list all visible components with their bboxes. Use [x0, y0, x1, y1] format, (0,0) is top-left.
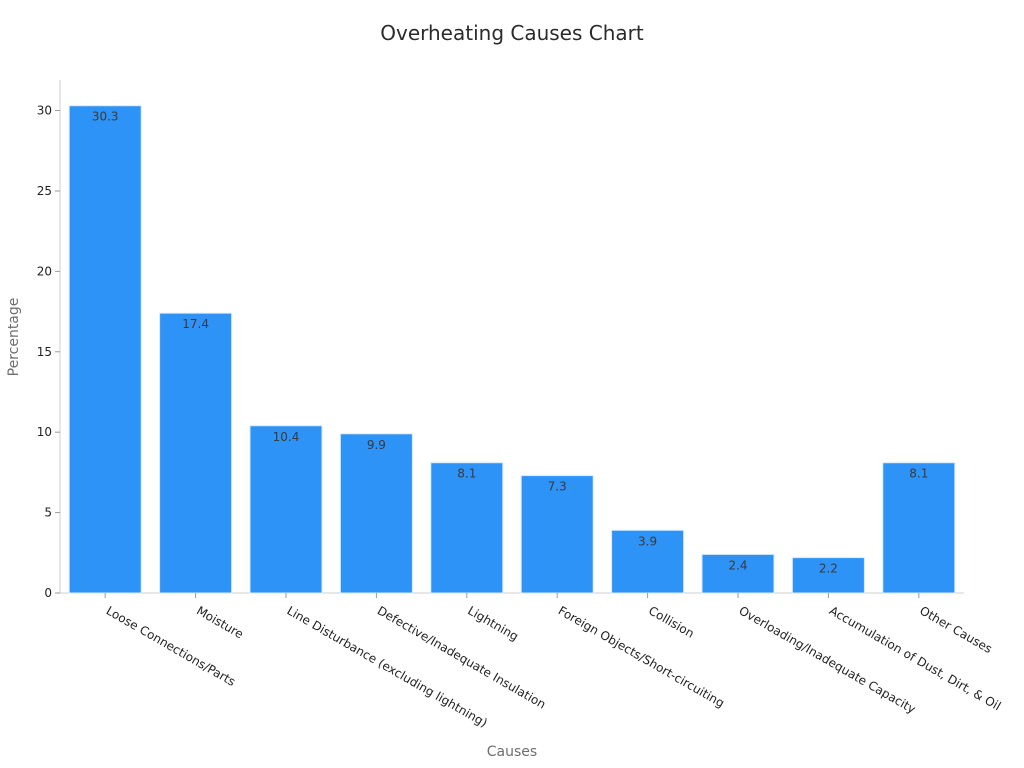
y-tick-label: 30	[37, 104, 52, 118]
bar-value-label: 7.3	[548, 480, 567, 494]
data-labels: 30.3 17.4 10.4 9.9 8.1 7.3 3.9 2.4 2.2 8.1	[92, 110, 929, 576]
bar	[159, 312, 233, 594]
bar	[520, 475, 594, 594]
y-axis-ticks: 0 5 10 15 20 25 30	[37, 104, 60, 600]
x-tick-label: Overloading/Inadequate Capacity	[737, 603, 919, 716]
bar-value-label: 30.3	[92, 110, 119, 124]
x-tick-label: Other Causes	[917, 603, 994, 656]
x-tick-label: Moisture	[194, 603, 246, 641]
y-tick-label: 25	[37, 184, 52, 198]
bar-value-label: 8.1	[909, 467, 928, 481]
y-axis-title: Percentage	[6, 298, 22, 377]
y-tick-label: 20	[37, 264, 52, 278]
bar-value-label: 8.1	[457, 467, 476, 481]
bar-value-label: 2.4	[728, 558, 747, 572]
x-tick-label: Collision	[646, 603, 697, 640]
x-axis-title: Causes	[487, 744, 537, 760]
x-tick-label: Lightning	[465, 603, 521, 643]
bar	[68, 105, 142, 594]
bar	[430, 462, 504, 594]
y-tick-label: 10	[37, 425, 52, 439]
bar-value-label: 3.9	[638, 534, 657, 548]
chart-title: Overheating Causes Chart	[380, 21, 644, 45]
bar-value-label: 2.2	[819, 562, 838, 576]
bar-value-label: 10.4	[273, 430, 300, 444]
x-tick-label: Defective/Inadequate Insulation	[375, 603, 548, 711]
bar-series	[68, 105, 956, 594]
y-tick-label: 5	[44, 506, 52, 520]
bar	[339, 433, 413, 594]
y-tick-label: 15	[37, 345, 52, 359]
bar	[249, 425, 323, 594]
x-tick-label: Accumulation of Dust, Dirt, & Oil	[827, 603, 1003, 713]
x-tick-label: Foreign Objects/Short-circuiting	[556, 603, 727, 710]
bar-value-label: 9.9	[367, 438, 386, 452]
bar	[882, 462, 956, 594]
y-tick-label: 0	[44, 586, 52, 600]
bar-value-label: 17.4	[182, 317, 209, 331]
